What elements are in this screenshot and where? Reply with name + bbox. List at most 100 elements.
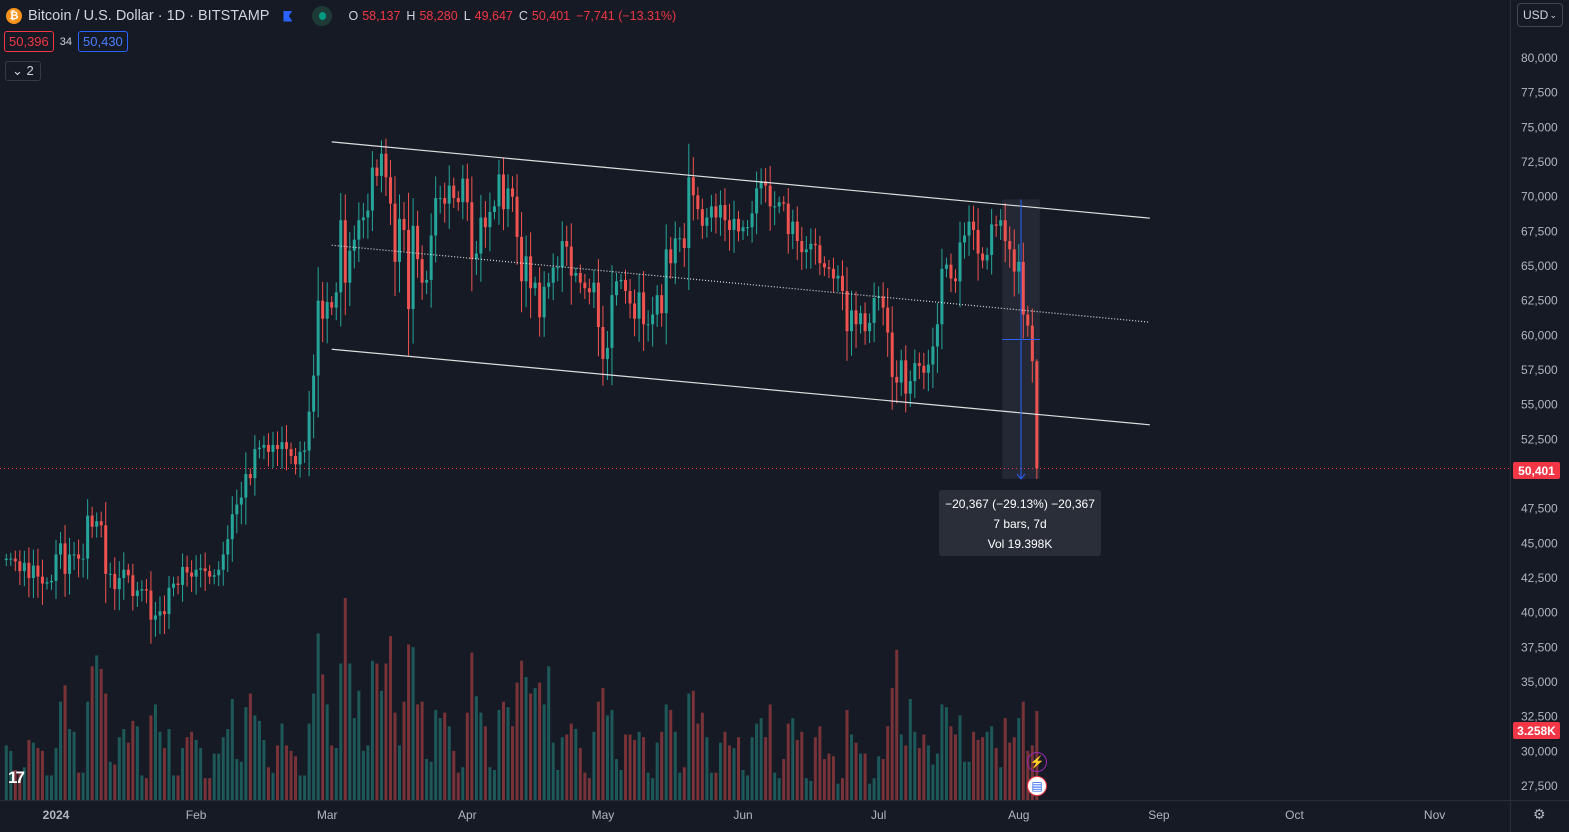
candle-body [95,521,99,527]
settings-icon[interactable]: ⚙ [1533,806,1546,822]
candle-body [208,571,212,577]
flag-icon[interactable] [283,10,293,22]
volume-bar [940,704,944,800]
market-open-dot-icon[interactable] [312,6,333,26]
candle-body [239,497,243,505]
candle-body [596,282,600,328]
candle-body [520,236,524,282]
volume-bar [786,723,790,800]
buy-button[interactable]: 50,430 [78,31,128,52]
candle-body [172,583,176,588]
volume-bar [985,731,989,800]
volume-bar [926,745,930,800]
candle-body [167,587,171,615]
candle-body [357,220,361,240]
candle-body [117,578,121,590]
candle-body [72,554,76,556]
volume-bar [1003,718,1007,800]
volume-bar [569,723,573,800]
volume-bar [262,739,266,800]
volume-bar [696,723,700,800]
volume-bar [804,778,808,800]
candle-body [578,272,582,283]
volume-bar [330,745,334,800]
indicators-collapse-button[interactable]: ⌄ 2 [5,61,41,81]
volume-bar [461,767,465,800]
y-tick-label: 77,500 [1521,86,1558,100]
volume-bar [687,693,691,800]
candle-body [221,554,225,570]
volume-bar [217,753,221,800]
candle-body [569,246,573,276]
candle-body [610,295,614,348]
volume-bar [40,750,44,800]
volume-bar [384,663,388,800]
candle-body [36,565,40,577]
y-tick-label: 32,500 [1521,710,1558,724]
volume-bar [388,636,392,800]
candle-body [379,153,383,176]
high-value: 58,280 [419,9,458,23]
volume-bar [479,712,483,800]
volume-bar [592,731,596,800]
volume-bar [443,712,447,800]
candle-body [99,521,103,526]
volume-bar [140,775,144,800]
volume-bar [854,742,858,800]
candle-body [854,310,858,325]
volume-bar [709,772,713,800]
y-tick-label: 57,500 [1521,363,1558,377]
candle-body [388,177,392,204]
volume-bar [298,775,302,800]
volume-bar [547,666,551,800]
x-tick-label: Jul [871,808,886,822]
sell-button[interactable]: 50,396 [4,31,54,52]
candle-body [22,562,26,572]
volume-bar [452,750,456,800]
volume-bar [212,753,216,800]
candle-body [899,360,903,383]
candle-body [904,360,908,394]
candle-body [800,241,804,253]
tradingview-logo[interactable]: 17 [8,768,25,787]
candle-body [700,209,704,226]
volume-bar [447,726,451,800]
volume-bar [144,778,148,800]
lightning-event-icon[interactable]: ⚡ [1027,752,1047,772]
candle-body [375,167,379,176]
volume-bar [162,748,166,800]
volume-bar [235,759,239,800]
candle-body [416,225,420,260]
chart-legend: ₿ Bitcoin / U.S. Dollar · 1D · BITSTAMP … [6,6,678,26]
volume-bar [104,693,108,800]
currency-select[interactable]: USD ⌄ [1517,3,1563,27]
candle-body [40,576,44,584]
candle-body [289,449,293,457]
candle-body [935,324,939,347]
volume-bar [312,693,316,800]
candle-body [922,365,926,373]
candle-body [398,218,402,262]
volume-bar [149,715,153,800]
volume-bar [1012,737,1016,800]
candle-body [886,307,890,333]
us-flag-event-icon[interactable]: ▤ [1027,776,1047,796]
volume-bar [1017,718,1021,800]
x-tick-label: Mar [317,808,338,822]
candle-body [547,282,551,287]
candle-body [727,220,731,230]
volume-bar [181,748,185,800]
candle-body [244,474,248,498]
volume-bar [619,769,623,800]
volume-bar [637,731,641,800]
volume-bar [831,756,835,800]
volume-bar [86,701,90,800]
candle-body [420,259,424,283]
volume-bar [18,772,22,800]
volume-bar [908,698,912,800]
volume-bar [36,748,40,800]
candle-body [782,202,786,204]
volume-bar [782,759,786,800]
symbol-title[interactable]: Bitcoin / U.S. Dollar · 1D · BITSTAMP [28,8,270,24]
